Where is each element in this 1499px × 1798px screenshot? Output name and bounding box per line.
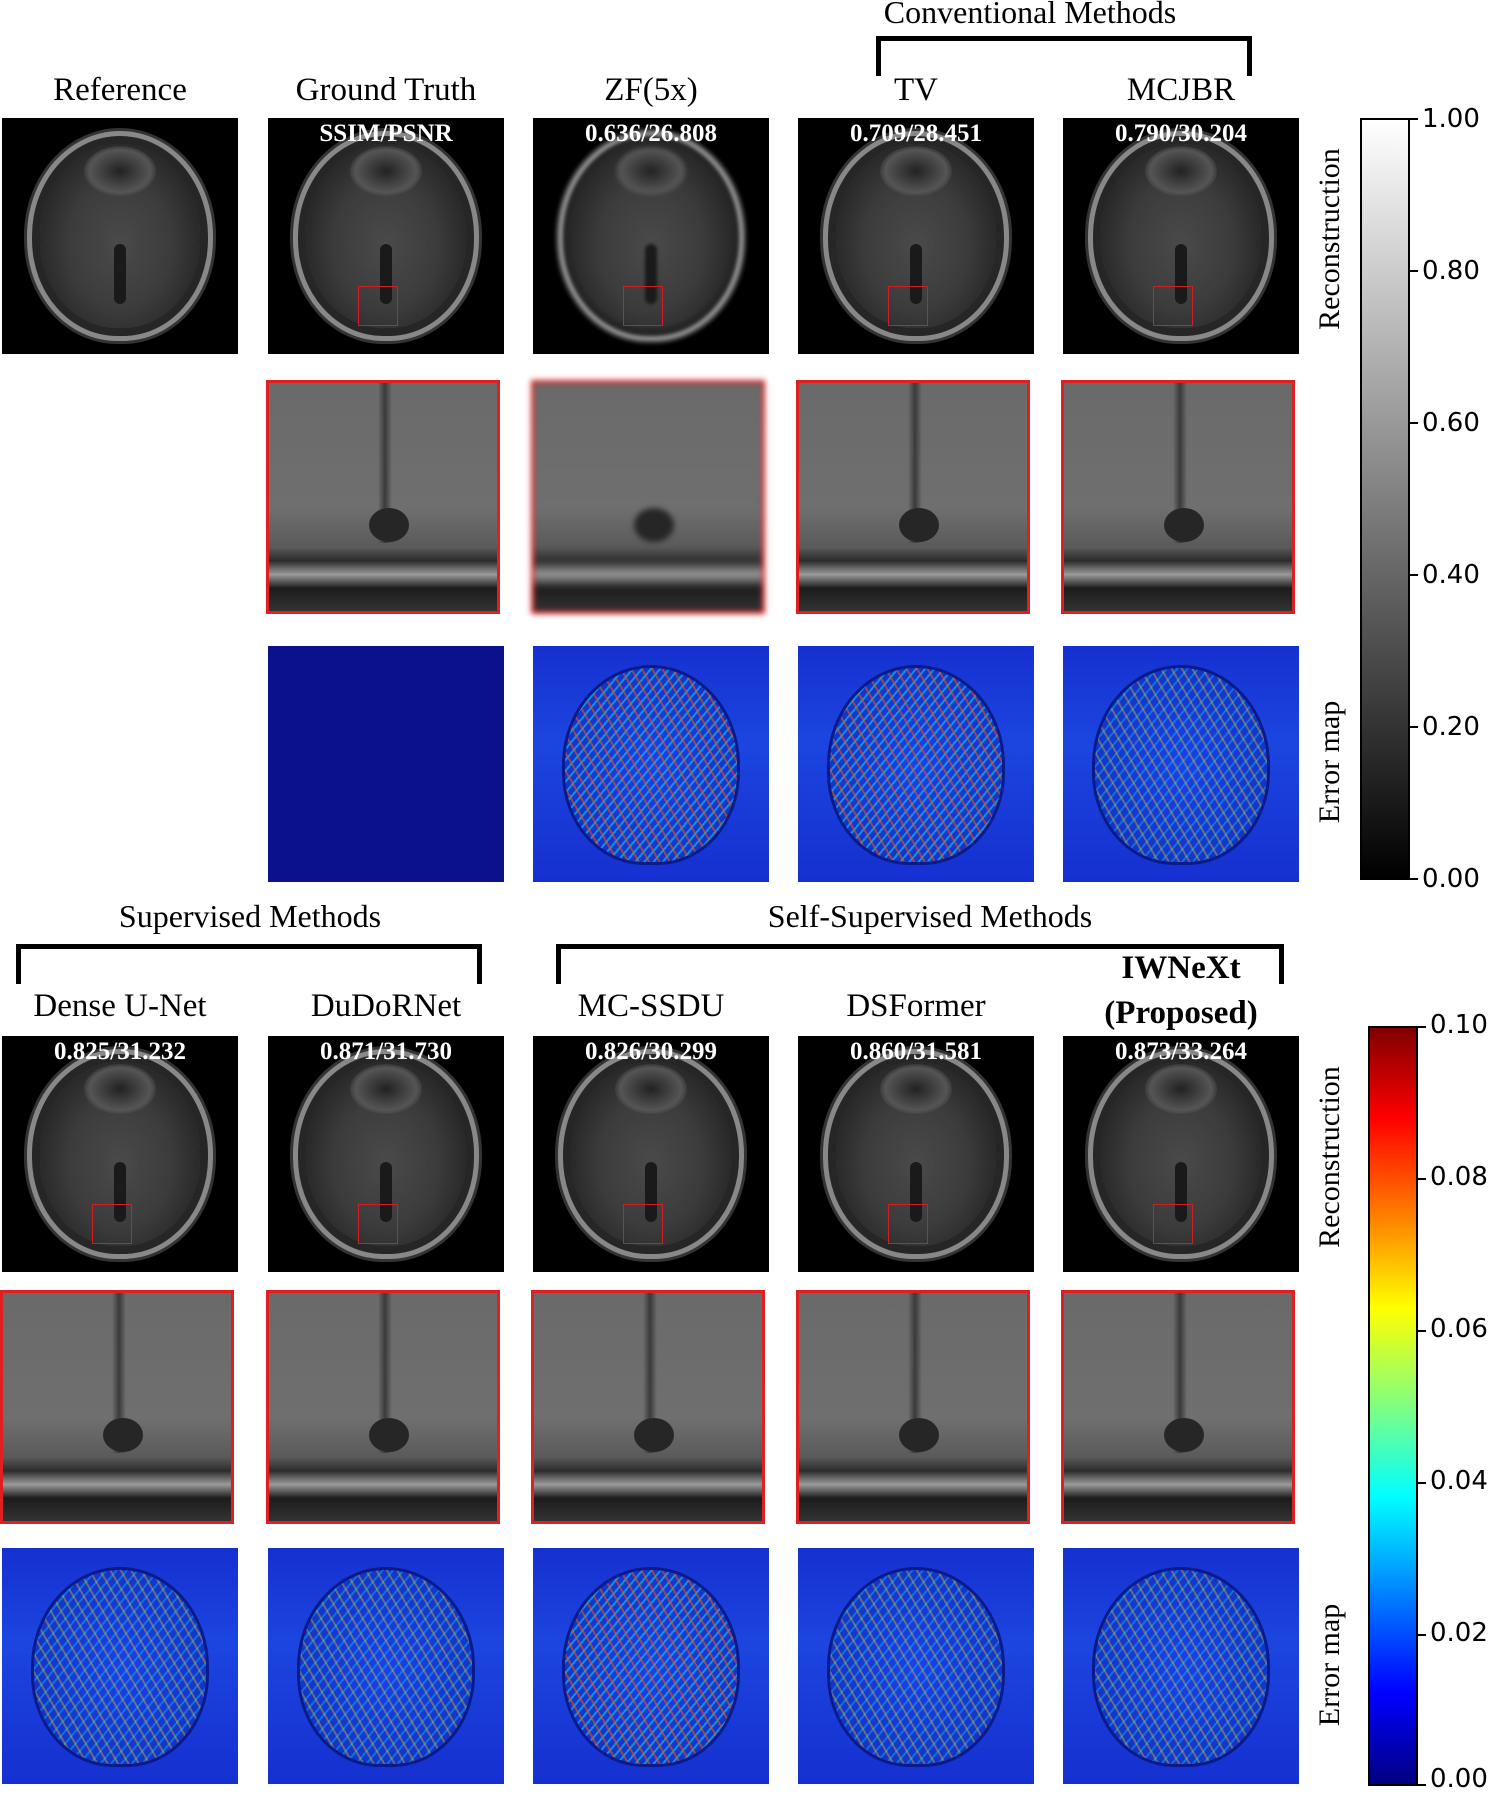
metric-dense-unet: 0.825/31.232 xyxy=(54,1038,186,1065)
recon-dudornet: 0.871/31.730 xyxy=(268,1036,504,1272)
roi-box xyxy=(623,1204,663,1244)
roi-box xyxy=(1153,1204,1193,1244)
colorbar-tick-label: 0.20 xyxy=(1422,712,1480,742)
column-title-mcjbr: MCJBR xyxy=(1126,72,1236,108)
column-title-reference: Reference xyxy=(53,72,187,108)
recon-ground-truth: SSIM/PSNR xyxy=(268,118,504,354)
error-map-zf xyxy=(533,646,769,882)
recon-proposed: 0.873/33.264 xyxy=(1063,1036,1299,1272)
colorbar-jet xyxy=(1368,1026,1418,1786)
colorbar-gray xyxy=(1360,118,1410,880)
colorbar-tick-label: 1.00 xyxy=(1422,104,1480,134)
group-title-conventional: Conventional Methods xyxy=(883,0,1177,30)
recon-mc-ssdu: 0.826/30.299 xyxy=(533,1036,769,1272)
metric-dsformer: 0.860/31.581 xyxy=(850,1038,982,1065)
colorbar-tick xyxy=(1418,1784,1426,1786)
roi-box xyxy=(1153,286,1193,326)
zoom-dudornet xyxy=(266,1290,500,1524)
error-map-proposed xyxy=(1063,1548,1299,1784)
colorbar-tick xyxy=(1418,1482,1426,1484)
group-title-self-supervised: Self-Supervised Methods xyxy=(767,898,1093,934)
colorbar-tick-label: 0.02 xyxy=(1430,1618,1488,1648)
error-map-ground-truth xyxy=(268,646,504,882)
zoom-mcjbr xyxy=(1061,380,1295,614)
error-map-mcjbr xyxy=(1063,646,1299,882)
recon-dense-unet: 0.825/31.232 xyxy=(2,1036,238,1272)
zoom-ground-truth xyxy=(266,380,500,614)
colorbar-tick xyxy=(1410,422,1418,424)
column-title-proposed-line2: (Proposed) xyxy=(1104,995,1258,1031)
column-title-tv: TV xyxy=(894,72,938,108)
colorbar-tick-label: 0.10 xyxy=(1430,1010,1488,1040)
column-title-mc-ssdu: MC-SSDU xyxy=(577,988,725,1024)
roi-box xyxy=(888,286,928,326)
colorbar-tick xyxy=(1410,574,1418,576)
column-title-dudornet: DuDoRNet xyxy=(310,988,462,1024)
colorbar-tick-label: 0.40 xyxy=(1422,560,1480,590)
colorbar-tick-label: 0.08 xyxy=(1430,1162,1488,1192)
colorbar-tick xyxy=(1418,1634,1426,1636)
zoom-dense-unet xyxy=(0,1290,234,1524)
metric-mc-ssdu: 0.826/30.299 xyxy=(585,1038,717,1065)
side-label-error-map-bottom: Error map xyxy=(1313,1603,1346,1727)
colorbar-tick xyxy=(1418,1330,1426,1332)
error-map-mc-ssdu xyxy=(533,1548,769,1784)
colorbar-tick-label: 0.00 xyxy=(1422,864,1480,894)
side-label-reconstruction-bottom: Reconstruction xyxy=(1313,1066,1346,1248)
colorbar-tick-label: 0.60 xyxy=(1422,408,1480,438)
side-label-error-map-top: Error map xyxy=(1313,700,1346,824)
bracket-conventional xyxy=(876,36,1252,76)
recon-tv: 0.709/28.451 xyxy=(798,118,1034,354)
colorbar-tick-label: 0.04 xyxy=(1430,1466,1488,1496)
metric-header: SSIM/PSNR xyxy=(319,120,453,147)
metric-mcjbr: 0.790/30.204 xyxy=(1115,120,1247,147)
metric-proposed: 0.873/33.264 xyxy=(1115,1038,1247,1065)
column-title-proposed-line1: IWNeXt xyxy=(1121,950,1241,986)
zoom-dsformer xyxy=(796,1290,1030,1524)
colorbar-tick xyxy=(1410,726,1418,728)
column-title-dsformer: DSFormer xyxy=(846,988,986,1024)
roi-box xyxy=(358,1204,398,1244)
metric-tv: 0.709/28.451 xyxy=(850,120,982,147)
recon-dsformer: 0.860/31.581 xyxy=(798,1036,1034,1272)
colorbar-tick xyxy=(1418,1178,1426,1180)
metric-zf: 0.636/26.808 xyxy=(585,120,717,147)
zoom-tv xyxy=(796,380,1030,614)
colorbar-tick xyxy=(1410,270,1418,272)
group-title-supervised: Supervised Methods xyxy=(118,898,382,934)
bracket-supervised xyxy=(16,944,482,984)
recon-reference xyxy=(2,118,238,354)
error-map-dsformer xyxy=(798,1548,1034,1784)
colorbar-tick-label: 0.00 xyxy=(1430,1764,1488,1794)
colorbar-tick xyxy=(1410,878,1418,880)
recon-zf: 0.636/26.808 xyxy=(533,118,769,354)
zoom-zf xyxy=(531,380,765,614)
zoom-proposed xyxy=(1061,1290,1295,1524)
colorbar-tick-label: 0.06 xyxy=(1430,1314,1488,1344)
bracket-self-supervised xyxy=(556,944,1284,984)
metric-dudornet: 0.871/31.730 xyxy=(320,1038,452,1065)
zoom-mc-ssdu xyxy=(531,1290,765,1524)
side-label-reconstruction-top: Reconstruction xyxy=(1313,148,1346,330)
colorbar-tick-label: 0.80 xyxy=(1422,256,1480,286)
error-map-dudornet xyxy=(268,1548,504,1784)
error-map-dense-unet xyxy=(2,1548,238,1784)
roi-box xyxy=(92,1204,132,1244)
roi-box xyxy=(358,286,398,326)
colorbar-tick xyxy=(1418,1026,1426,1028)
roi-box xyxy=(888,1204,928,1244)
column-title-zf: ZF(5x) xyxy=(604,72,698,108)
recon-mcjbr: 0.790/30.204 xyxy=(1063,118,1299,354)
colorbar-tick xyxy=(1410,118,1418,120)
column-title-ground-truth: Ground Truth xyxy=(295,72,477,108)
error-map-tv xyxy=(798,646,1034,882)
roi-box xyxy=(623,286,663,326)
column-title-dense-unet: Dense U-Net xyxy=(33,988,207,1024)
